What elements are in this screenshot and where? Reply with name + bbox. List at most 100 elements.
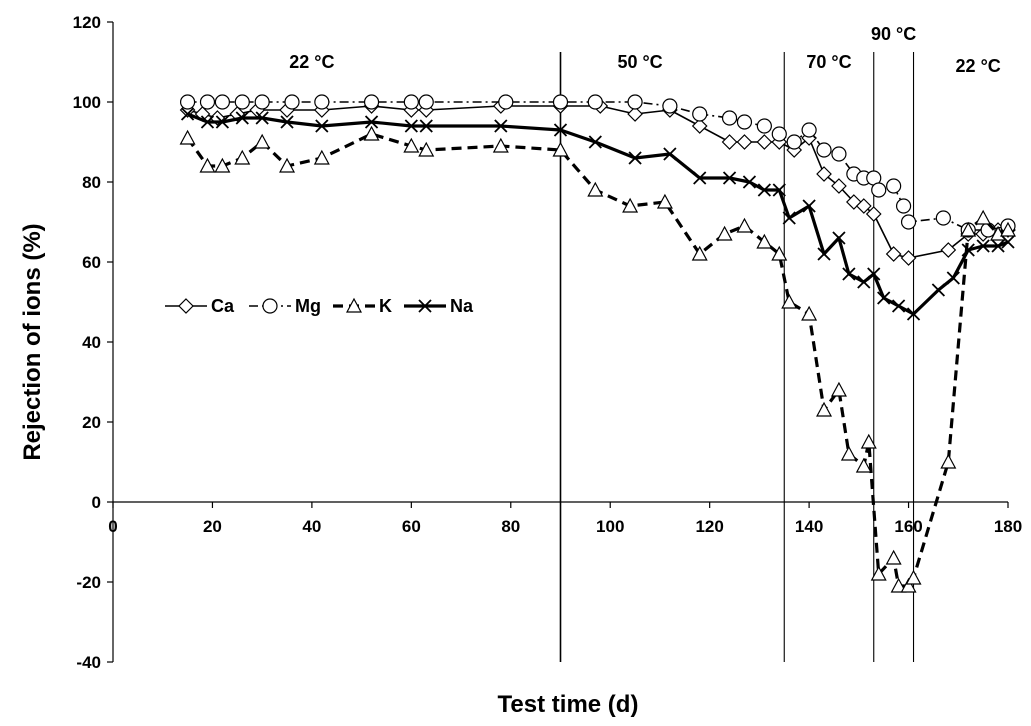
legend-marker	[262, 298, 278, 314]
y-axis-title: Rejection of ions (%)	[19, 223, 46, 460]
data-point-na	[742, 175, 757, 189]
y-tick-label: -40	[76, 653, 101, 672]
data-point-k	[403, 137, 420, 153]
legend-marker	[345, 297, 363, 313]
data-point-na	[891, 299, 906, 313]
data-point-mg	[771, 126, 787, 142]
data-point-mg	[721, 110, 738, 126]
data-point-mg	[234, 94, 250, 110]
data-point-k	[905, 569, 922, 585]
legend: Ca Mg K Na	[165, 296, 474, 316]
legend-label: Mg	[295, 296, 321, 316]
temperature-boundaries	[559, 52, 915, 662]
data-point-k	[656, 193, 673, 209]
data-point-na	[802, 199, 816, 213]
x-tick-label: 40	[302, 517, 321, 536]
data-point-k	[975, 209, 992, 225]
data-point-na	[817, 247, 831, 261]
data-point-k	[418, 141, 435, 157]
data-point-mg	[587, 94, 603, 110]
data-point-na	[782, 211, 796, 225]
data-point-na	[419, 119, 433, 133]
data-point-mg	[498, 94, 514, 110]
data-point-k	[771, 245, 788, 261]
data-point-ca	[831, 178, 847, 194]
temperature-label: 22 °C	[956, 56, 1001, 76]
data-point-k	[890, 577, 907, 593]
data-point-ca	[885, 246, 902, 262]
y-tick-label: 60	[82, 253, 101, 272]
y-tick-label: -20	[76, 573, 101, 592]
data-point-mg	[254, 94, 270, 110]
data-point-na	[722, 171, 737, 185]
data-point-k	[900, 577, 917, 593]
data-point-k	[860, 433, 877, 449]
x-tick-label: 0	[108, 517, 117, 536]
data-point-k	[214, 157, 231, 173]
data-point-mg	[418, 94, 434, 110]
data-point-na	[976, 239, 990, 253]
temperature-label: 70 °C	[806, 52, 851, 72]
data-point-k	[960, 221, 977, 237]
data-point-na	[991, 239, 1005, 253]
data-point-na	[180, 107, 195, 121]
y-tick-label: 120	[73, 13, 101, 32]
data-point-na	[867, 267, 881, 281]
data-point-mg	[552, 94, 569, 110]
data-point-mg	[871, 182, 887, 198]
data-point-mg	[214, 94, 230, 110]
series-layer	[179, 94, 1017, 593]
data-point-k	[179, 129, 196, 145]
data-point-na	[842, 267, 856, 281]
data-point-na	[364, 115, 379, 129]
temperature-label: 90 °C	[871, 24, 916, 44]
legend-item-k: K	[333, 296, 392, 316]
series-mg	[179, 94, 1016, 238]
data-point-k	[840, 445, 857, 461]
data-point-k	[622, 197, 639, 213]
y-tick-label: 100	[73, 93, 101, 112]
data-point-na	[280, 115, 294, 129]
data-point-na	[315, 119, 329, 133]
data-point-k	[492, 137, 509, 153]
data-point-mg	[756, 118, 772, 134]
data-point-ca	[756, 134, 773, 150]
data-point-k	[756, 233, 773, 249]
data-point-ca	[721, 134, 738, 150]
data-point-mg	[284, 94, 300, 110]
data-point-ca	[736, 134, 753, 150]
data-point-k	[587, 181, 604, 197]
data-point-k	[830, 381, 847, 397]
data-point-k	[781, 293, 798, 309]
data-point-k	[816, 401, 833, 417]
data-point-k	[279, 157, 296, 173]
legend-marker	[178, 298, 194, 314]
y-tick-label: 80	[82, 173, 101, 192]
data-point-mg	[692, 106, 708, 122]
data-point-ca	[865, 206, 882, 222]
x-tick-label: 100	[596, 517, 624, 536]
legend-label: K	[379, 296, 392, 316]
data-point-mg	[736, 114, 753, 130]
data-point-k	[254, 133, 271, 149]
data-point-k	[736, 217, 753, 233]
data-point-mg	[886, 178, 902, 194]
x-tick-label: 60	[402, 517, 421, 536]
legend-item-mg: Mg	[249, 296, 321, 316]
data-point-na	[946, 271, 960, 285]
x-tick-label: 20	[203, 517, 222, 536]
labels: Test time (d) Rejection of ions (%) 22 °C 5…	[19, 24, 1001, 718]
data-point-na	[553, 123, 568, 137]
x-tick-label: 140	[795, 517, 823, 536]
data-point-mg	[831, 146, 847, 162]
data-point-ca	[816, 166, 832, 182]
data-point-na	[628, 151, 642, 165]
legend-item-na: Na	[404, 296, 474, 316]
data-point-na	[235, 111, 249, 125]
data-point-k	[855, 457, 872, 473]
data-point-mg	[199, 94, 216, 110]
data-point-k	[552, 141, 569, 157]
data-point-na	[931, 283, 946, 297]
data-point-k	[716, 225, 733, 241]
data-point-k	[199, 157, 216, 173]
